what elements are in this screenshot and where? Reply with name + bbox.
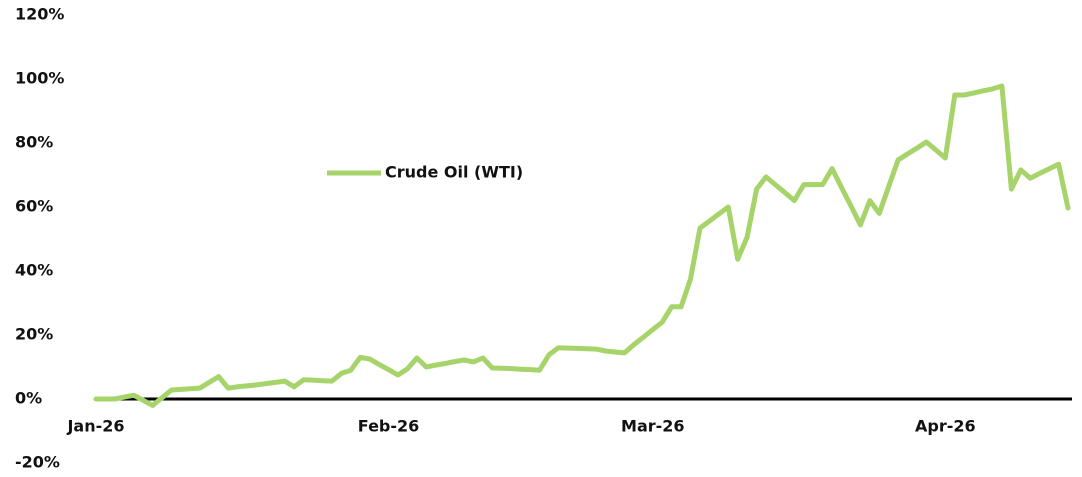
x-tick-label: Jan-26: [66, 417, 124, 436]
x-tick-label: Mar-26: [621, 417, 685, 436]
y-tick-label: 40%: [15, 261, 53, 280]
y-tick-label: 0%: [15, 389, 42, 408]
series-line: [93, 83, 1071, 408]
y-tick-label: 60%: [15, 197, 53, 216]
y-tick-label: 80%: [15, 133, 53, 152]
x-tick-label: Feb-26: [358, 417, 420, 436]
y-tick-label: 20%: [15, 325, 53, 344]
x-tick-label: Apr-26: [915, 417, 976, 436]
y-tick-label: 100%: [15, 69, 64, 88]
y-tick-label: -20%: [15, 453, 60, 472]
legend-label: Crude Oil (WTI): [385, 163, 523, 182]
y-tick-label: 120%: [15, 5, 64, 24]
